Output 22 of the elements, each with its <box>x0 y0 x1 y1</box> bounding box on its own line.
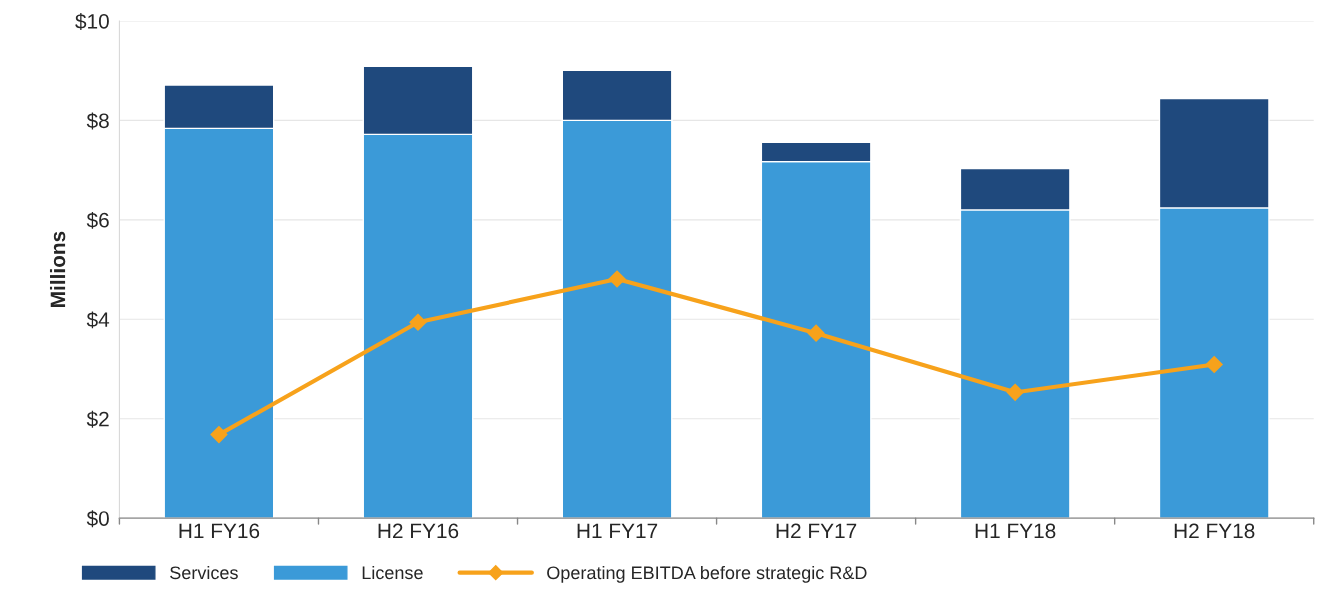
legend-label: Services <box>170 565 238 580</box>
x-tick-label: H2 FY16 <box>378 523 459 539</box>
y-tick-label: $2 <box>86 410 109 428</box>
point <box>807 324 825 342</box>
y-tick-label: $10 <box>75 13 109 30</box>
y-tick-label: $8 <box>86 112 109 130</box>
x-tick-label: H2 FY18 <box>1174 523 1255 539</box>
x-tick-label: H1 FY16 <box>179 523 260 539</box>
point <box>409 313 427 331</box>
y-tick-label: $0 <box>86 510 109 528</box>
y-tick-label: $6 <box>86 211 109 229</box>
point <box>608 270 626 288</box>
y-axis-title: Millions <box>49 231 66 307</box>
legend-label: Operating EBITDA before strategic R&D <box>547 565 867 583</box>
legend-label: License <box>362 565 423 580</box>
point <box>1006 383 1024 401</box>
point <box>1205 355 1223 374</box>
x-tick-label: H1 FY17 <box>577 523 658 539</box>
x-tick-label: H2 FY17 <box>776 523 857 539</box>
x-tick-label: H1 FY18 <box>975 523 1056 539</box>
y-tick-label: $4 <box>86 311 110 329</box>
point <box>210 426 228 444</box>
